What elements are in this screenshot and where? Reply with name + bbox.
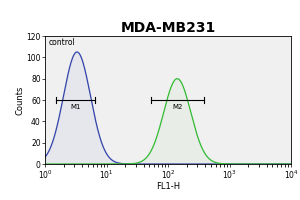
- X-axis label: FL1-H: FL1-H: [156, 182, 180, 191]
- Text: M1: M1: [70, 104, 81, 110]
- Text: control: control: [49, 38, 76, 47]
- Y-axis label: Counts: Counts: [16, 85, 25, 115]
- Text: M2: M2: [172, 104, 182, 110]
- Title: MDA-MB231: MDA-MB231: [120, 21, 216, 35]
